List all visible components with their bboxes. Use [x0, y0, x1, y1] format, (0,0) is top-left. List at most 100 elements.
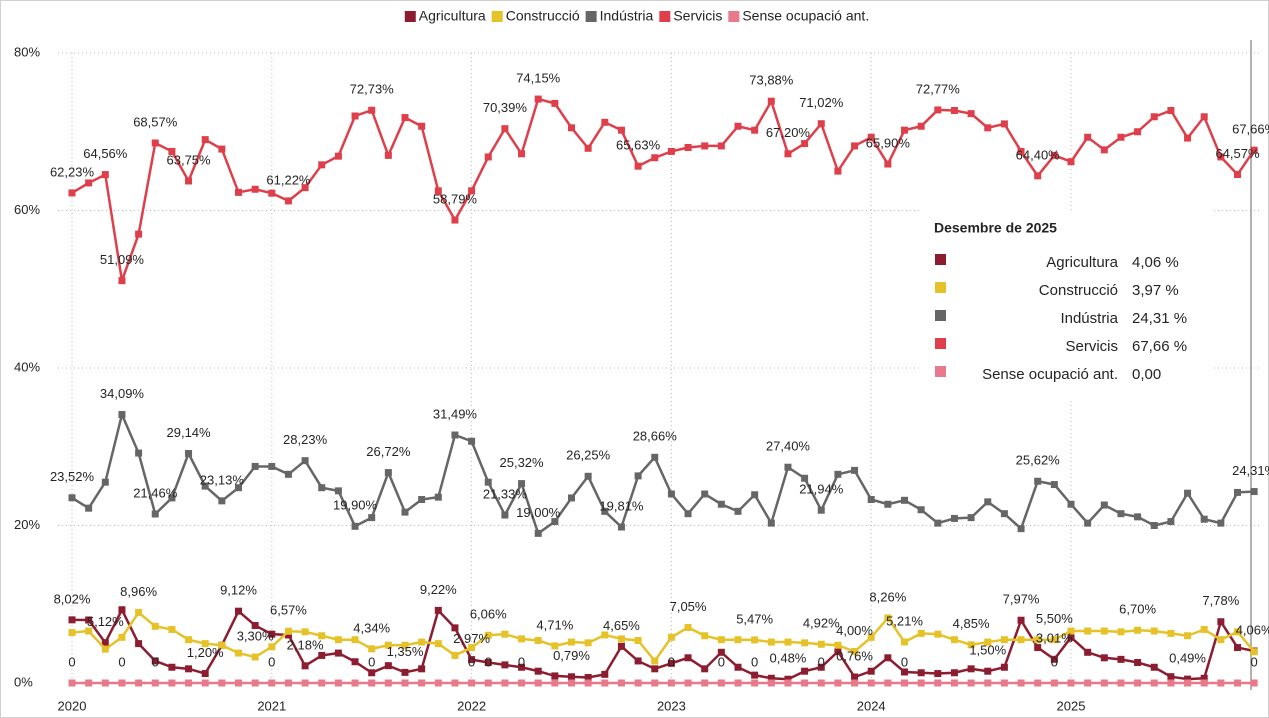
- point: [85, 627, 93, 635]
- point: [1150, 522, 1158, 529]
- point: [1050, 655, 1058, 663]
- data-label: 3,01%: [1036, 631, 1073, 646]
- data-label: 29,14%: [167, 425, 212, 440]
- point: [917, 122, 925, 130]
- legend-swatch[interactable]: [491, 11, 503, 22]
- point: [1034, 172, 1042, 180]
- point: [484, 153, 492, 161]
- legend[interactable]: Agricultura Construcció Indústria Servicis S…: [404, 8, 869, 24]
- point: [1184, 134, 1192, 142]
- legend-swatch[interactable]: [659, 11, 671, 22]
- point: [884, 679, 892, 687]
- point: [401, 508, 409, 516]
- point: [235, 679, 242, 687]
- x-tick-label: 2021: [257, 698, 286, 713]
- point: [1117, 133, 1125, 141]
- point: [851, 673, 859, 681]
- point: [1234, 628, 1241, 636]
- data-label: 4,85%: [953, 616, 990, 631]
- point: [767, 638, 775, 646]
- y-tick-label: 0%: [14, 674, 33, 689]
- data-label: 63,75%: [167, 152, 212, 167]
- point: [268, 189, 276, 197]
- point: [651, 657, 659, 665]
- point: [917, 669, 925, 677]
- point: [867, 667, 875, 675]
- point: [817, 663, 825, 671]
- grid-layer: 0% 20% 40% 60% 80% 2020 2021 2022 2023 2024 2025: [14, 44, 1262, 713]
- point: [235, 649, 242, 657]
- point: [334, 679, 342, 687]
- point: [468, 437, 476, 445]
- point: [401, 641, 409, 649]
- point: [1134, 659, 1142, 667]
- point: [950, 679, 958, 687]
- data-label: 21,94%: [799, 482, 844, 497]
- data-label: 7,05%: [670, 599, 707, 614]
- tooltip-name: Indústria: [1060, 310, 1118, 327]
- legend-label[interactable]: Indústria: [600, 8, 654, 24]
- point: [717, 142, 725, 150]
- point: [1067, 158, 1075, 166]
- point: [201, 482, 209, 490]
- point: [584, 472, 592, 480]
- point: [934, 630, 942, 638]
- point: [1167, 106, 1175, 114]
- point: [501, 125, 509, 133]
- tooltip-swatch: [935, 338, 946, 349]
- legend-swatch[interactable]: [404, 11, 416, 22]
- point: [884, 654, 892, 662]
- legend-label[interactable]: Servicis: [673, 8, 722, 24]
- legend-label[interactable]: Agricultura: [419, 8, 486, 24]
- legend-swatch[interactable]: [585, 11, 597, 22]
- data-label: 0: [485, 654, 492, 669]
- point: [1167, 629, 1175, 637]
- data-label: 70,39%: [483, 100, 528, 115]
- point: [884, 614, 892, 622]
- data-label: 9,12%: [220, 583, 257, 598]
- point: [1067, 633, 1075, 641]
- point: [967, 679, 975, 687]
- point: [1050, 679, 1058, 687]
- point: [1150, 663, 1158, 671]
- data-label: 4,92%: [803, 616, 840, 631]
- point: [1067, 500, 1075, 508]
- data-label: 4,00%: [836, 623, 873, 638]
- point: [1200, 674, 1208, 682]
- point: [368, 645, 376, 653]
- legend-label[interactable]: Sense ocupació ant.: [742, 8, 869, 24]
- data-label: 0,79%: [553, 648, 590, 663]
- point: [1100, 627, 1108, 635]
- data-label: 19,90%: [333, 498, 378, 513]
- point: [634, 472, 642, 480]
- legend-swatch[interactable]: [728, 11, 740, 22]
- data-label: 65,63%: [616, 138, 661, 153]
- point: [568, 679, 575, 687]
- point: [251, 679, 259, 687]
- legend-label[interactable]: Construcció: [506, 8, 580, 24]
- point: [751, 491, 759, 499]
- point: [351, 658, 359, 666]
- data-label: 2,18%: [287, 637, 324, 652]
- point: [68, 189, 76, 197]
- point: [950, 636, 958, 644]
- data-label: 7,78%: [1202, 593, 1239, 608]
- point: [1067, 679, 1075, 687]
- point: [451, 651, 459, 659]
- point: [118, 606, 126, 614]
- point: [451, 216, 459, 224]
- point: [1084, 133, 1092, 141]
- point: [984, 679, 992, 687]
- point: [168, 679, 176, 687]
- point: [734, 636, 742, 644]
- point: [85, 179, 93, 187]
- point: [717, 648, 725, 656]
- point: [1017, 147, 1025, 155]
- data-label: 8,02%: [54, 591, 91, 606]
- point: [1234, 679, 1241, 687]
- point: [1034, 636, 1042, 644]
- point: [418, 679, 426, 687]
- point: [468, 187, 476, 195]
- tooltip-name: Sense ocupació ant.: [982, 366, 1118, 383]
- point: [884, 160, 892, 168]
